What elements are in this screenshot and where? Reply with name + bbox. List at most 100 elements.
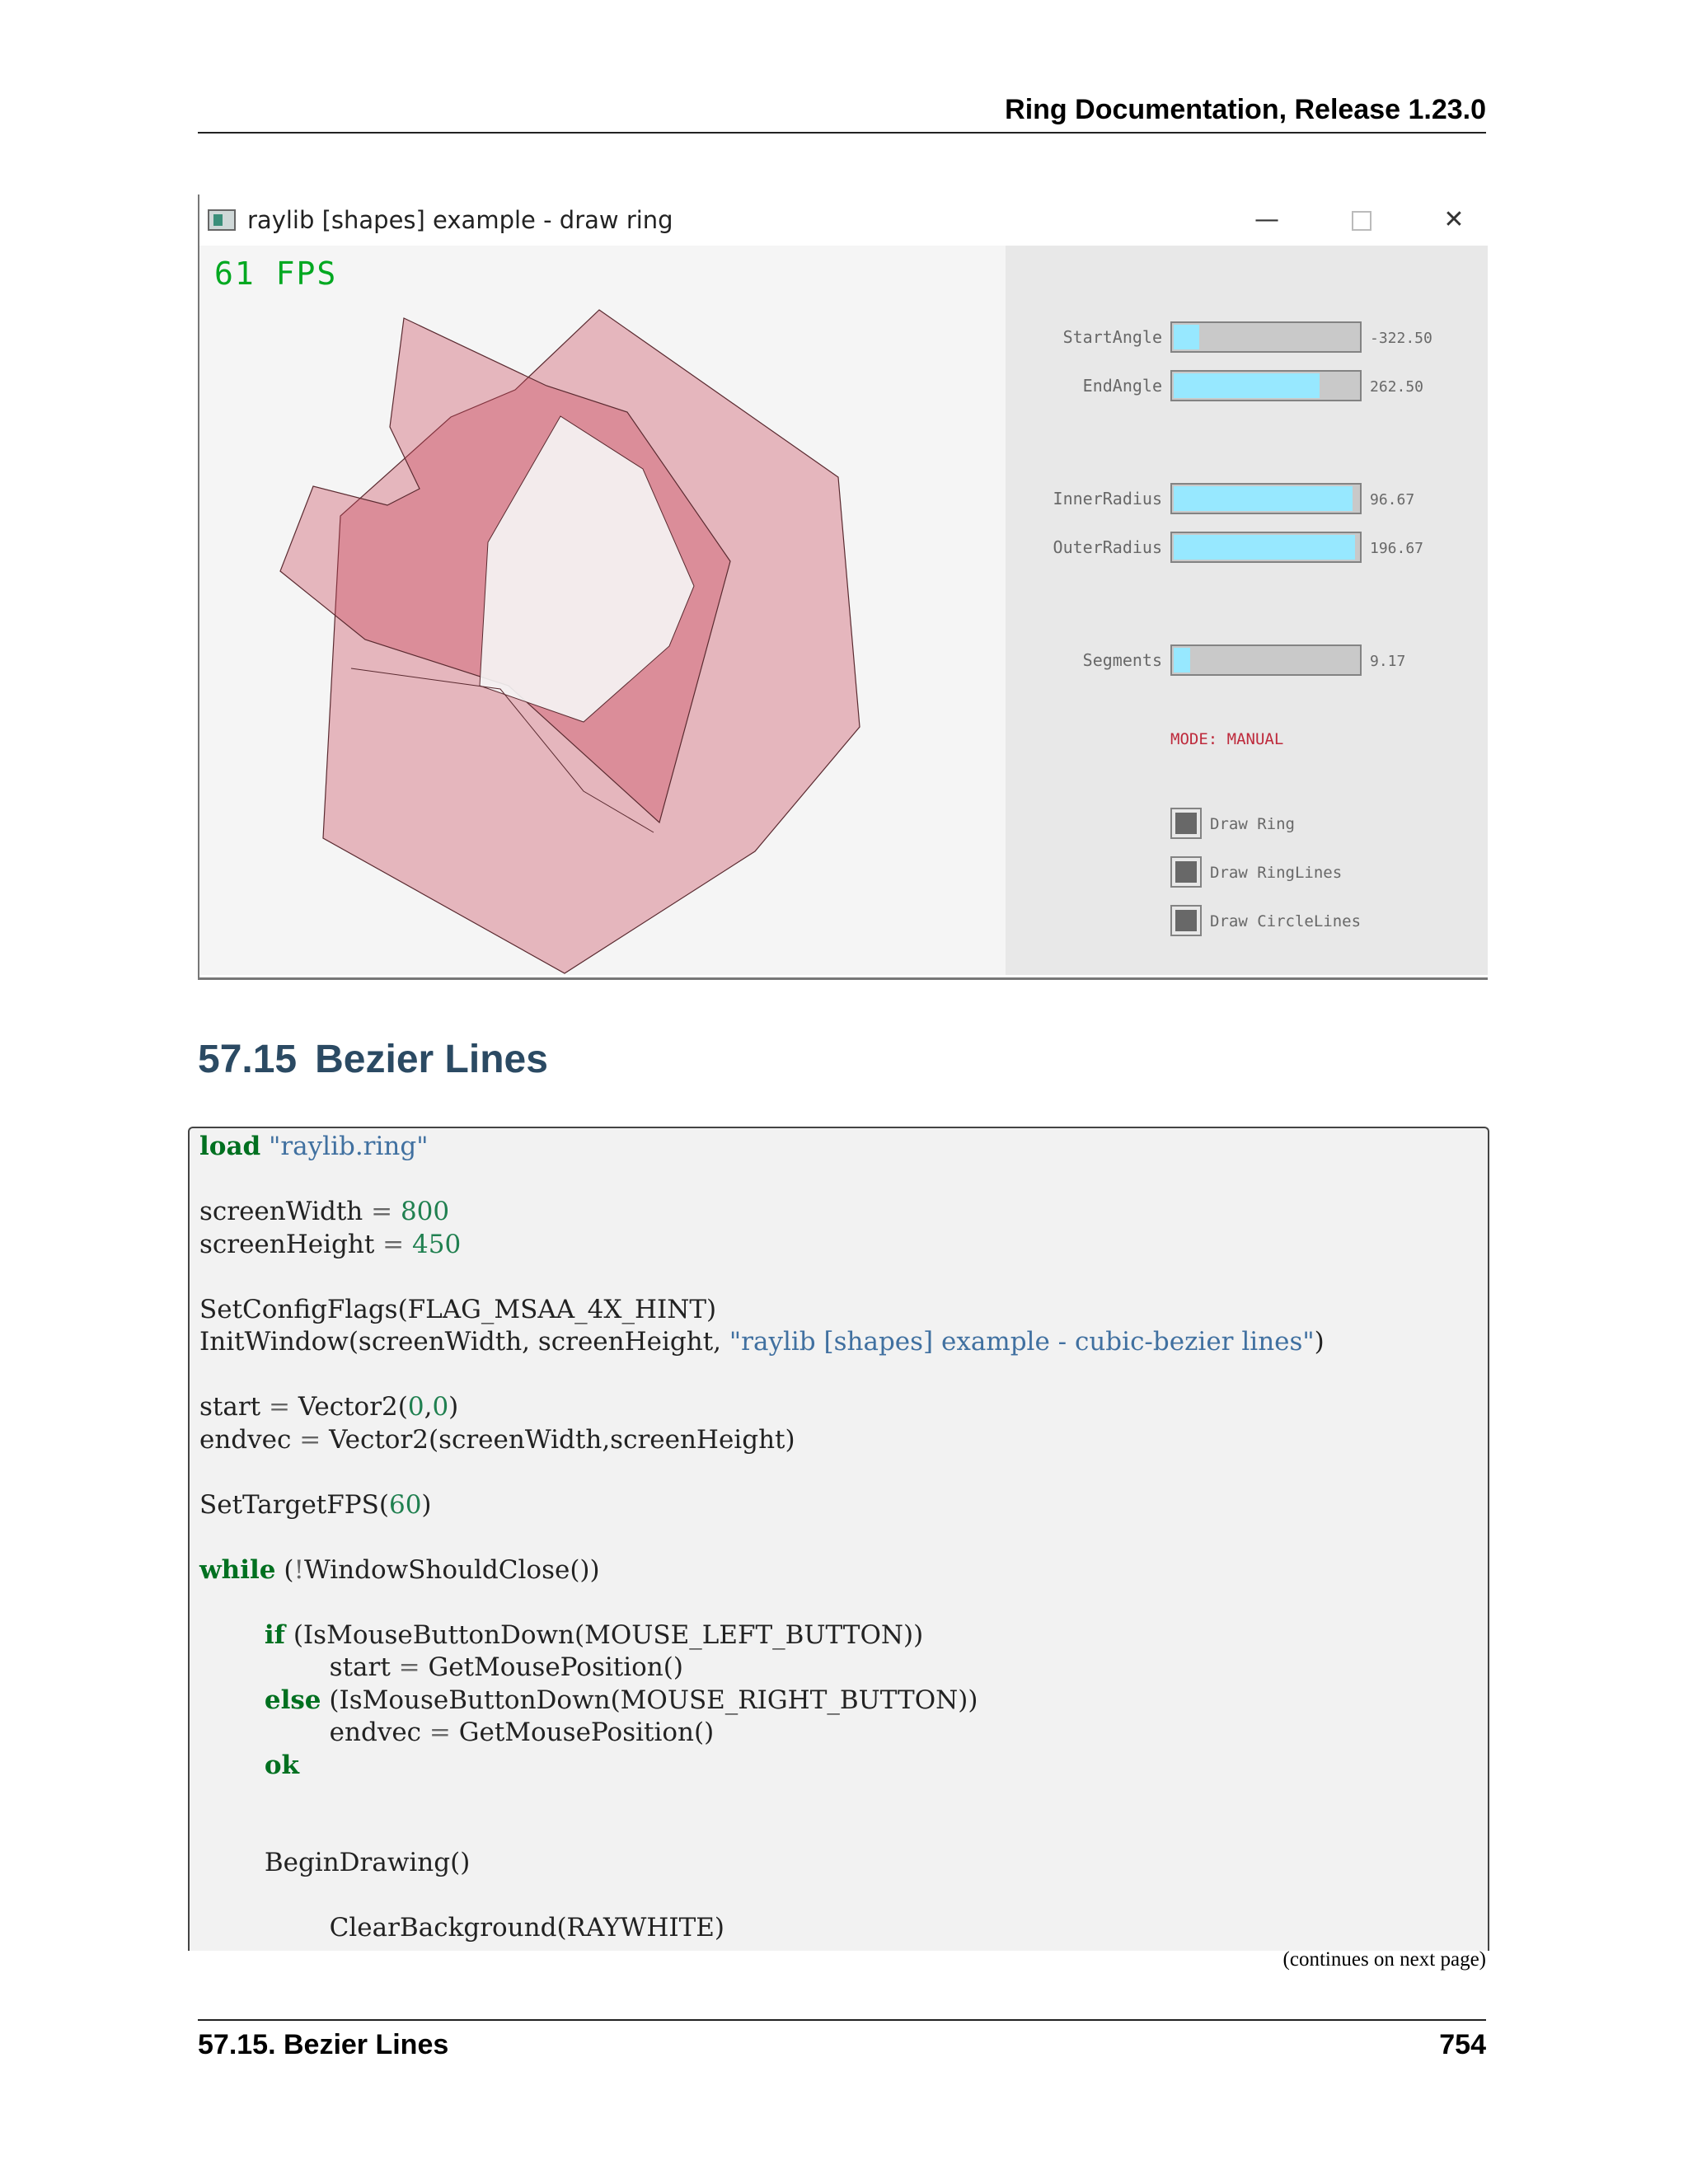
raylib-window-screenshot: raylib [shapes] example - draw ring — ✕ … bbox=[198, 194, 1488, 980]
code-token: "raylib [shapes] example - cubic-bezier … bbox=[729, 1327, 1315, 1357]
slider-fill bbox=[1174, 486, 1353, 511]
code-token: ) bbox=[448, 1392, 459, 1422]
code-token: (IsMouseButtonDown(MOUSE_LEFT_BUTTON)) bbox=[284, 1619, 924, 1650]
checkbox[interactable] bbox=[1170, 808, 1202, 839]
maximize-icon[interactable] bbox=[1341, 201, 1382, 239]
code-token: InitWindow(screenWidth, screenHeight, bbox=[199, 1327, 729, 1357]
slider-fill bbox=[1174, 535, 1355, 560]
code-line: screenHeight = 450 bbox=[199, 1228, 461, 1261]
code-token: load bbox=[199, 1132, 261, 1161]
slider-fill bbox=[1174, 648, 1191, 673]
checkbox-label: Draw Ring bbox=[1210, 815, 1295, 833]
code-line: else (IsMouseButtonDown(MOUSE_RIGHT_BUTT… bbox=[199, 1684, 978, 1717]
code-line: start = GetMousePosition() bbox=[199, 1651, 683, 1684]
slider-track[interactable] bbox=[1170, 321, 1362, 353]
running-head-title: Ring Documentation, Release 1.23.0 bbox=[1005, 94, 1486, 125]
code-line: ok bbox=[199, 1749, 299, 1782]
code-token bbox=[199, 1620, 265, 1650]
minimize-icon[interactable]: — bbox=[1254, 205, 1279, 234]
code-line: endvec = GetMousePosition() bbox=[199, 1716, 715, 1749]
code-token: 0 bbox=[407, 1392, 424, 1422]
code-token bbox=[260, 1132, 269, 1161]
slider-label: EndAngle bbox=[1082, 376, 1162, 396]
close-icon[interactable]: ✕ bbox=[1443, 205, 1465, 234]
slider-fill bbox=[1174, 373, 1320, 398]
slider-track[interactable] bbox=[1170, 370, 1362, 401]
code-line: while (!WindowShouldClose()) bbox=[199, 1554, 600, 1586]
slider-track[interactable] bbox=[1170, 644, 1362, 676]
code-token: 450 bbox=[412, 1229, 462, 1259]
checkbox-draw-circle-lines[interactable]: Draw CircleLines bbox=[1170, 905, 1467, 938]
window-titlebar: raylib [shapes] example - draw ring — ✕ bbox=[199, 194, 1488, 246]
continues-note: (continues on next page) bbox=[1282, 1948, 1486, 1971]
slider-end-angle[interactable]: EndAngle 262.50 bbox=[1006, 370, 1488, 403]
code-token: ClearBackground(RAYWHITE) bbox=[199, 1913, 725, 1943]
checkbox-draw-ring-lines[interactable]: Draw RingLines bbox=[1170, 856, 1467, 889]
slider-track[interactable] bbox=[1170, 483, 1362, 514]
slider-label: InnerRadius bbox=[1053, 489, 1162, 509]
code-line: SetTargetFPS(60) bbox=[199, 1488, 432, 1521]
slider-start-angle[interactable]: StartAngle -322.50 bbox=[1006, 321, 1488, 354]
ring-line bbox=[350, 668, 654, 833]
footer-section: 57.15. Bezier Lines bbox=[198, 2029, 449, 2060]
code-token: (IsMouseButtonDown(MOUSE_RIGHT_BUTTON)) bbox=[321, 1685, 978, 1715]
code-token: start bbox=[199, 1392, 269, 1422]
code-line: InitWindow(screenWidth, screenHeight, "r… bbox=[199, 1325, 1325, 1358]
slider-value: 196.67 bbox=[1370, 540, 1424, 557]
app-icon bbox=[208, 209, 236, 231]
ring-canvas: 61 FPS bbox=[199, 246, 1006, 975]
checkbox-draw-ring[interactable]: Draw Ring bbox=[1170, 808, 1467, 841]
code-token: SetTargetFPS( bbox=[199, 1489, 389, 1520]
code-token: if bbox=[264, 1619, 285, 1650]
code-token: ) bbox=[421, 1489, 432, 1520]
slider-label: StartAngle bbox=[1062, 327, 1162, 347]
code-token: 800 bbox=[400, 1197, 450, 1226]
slider-segments[interactable]: Segments 9.17 bbox=[1006, 644, 1488, 677]
code-token: ) bbox=[1314, 1327, 1325, 1357]
code-token: = bbox=[299, 1424, 321, 1455]
code-token: Vector2( bbox=[289, 1392, 408, 1422]
code-line: BeginDrawing() bbox=[199, 1846, 470, 1879]
code-token: = bbox=[268, 1392, 290, 1422]
code-token: SetConfigFlags(FLAG_MSAA_4X_HINT) bbox=[199, 1294, 717, 1324]
code-token bbox=[392, 1197, 401, 1226]
checkbox[interactable] bbox=[1170, 905, 1202, 936]
code-token: ( bbox=[275, 1554, 294, 1585]
slider-label: OuterRadius bbox=[1053, 537, 1162, 557]
code-token: start bbox=[199, 1652, 399, 1682]
code-line: screenWidth = 800 bbox=[199, 1195, 449, 1228]
code-token: endvec bbox=[199, 1718, 429, 1747]
code-token: 60 bbox=[388, 1489, 422, 1520]
code-token: BeginDrawing() bbox=[199, 1848, 471, 1877]
code-line: load "raylib.ring" bbox=[199, 1130, 428, 1163]
code-token: GetMousePosition() bbox=[420, 1652, 683, 1682]
control-panel: StartAngle -322.50 EndAngle 262.50 Inner… bbox=[1006, 246, 1488, 975]
code-token: = bbox=[382, 1229, 405, 1259]
checkbox-label: Draw RingLines bbox=[1210, 864, 1343, 882]
slider-track[interactable] bbox=[1170, 532, 1362, 563]
footer-rule bbox=[198, 2019, 1486, 2021]
code-token: 0 bbox=[432, 1392, 449, 1422]
code-token bbox=[404, 1230, 412, 1259]
slider-inner-radius[interactable]: InnerRadius 96.67 bbox=[1006, 483, 1488, 516]
code-token: = bbox=[429, 1718, 451, 1747]
section-number: 57.15 bbox=[198, 1038, 298, 1081]
code-token: , bbox=[424, 1392, 433, 1422]
checkbox-label: Draw CircleLines bbox=[1210, 912, 1362, 930]
code-token: Vector2(screenWidth,screenHeight) bbox=[321, 1424, 795, 1455]
slider-outer-radius[interactable]: OuterRadius 196.67 bbox=[1006, 532, 1488, 565]
code-token bbox=[199, 1750, 265, 1780]
code-token bbox=[199, 1685, 265, 1715]
checkbox[interactable] bbox=[1170, 856, 1202, 888]
code-token: = bbox=[398, 1652, 420, 1682]
fps-counter: 61 FPS bbox=[214, 255, 338, 292]
code-token: ok bbox=[264, 1750, 299, 1780]
slider-label: Segments bbox=[1082, 650, 1162, 670]
code-line: start = Vector2(0,0) bbox=[199, 1390, 458, 1423]
slider-value: -322.50 bbox=[1370, 330, 1432, 347]
code-token: "raylib.ring" bbox=[269, 1132, 429, 1161]
code-token: WindowShouldClose()) bbox=[303, 1554, 600, 1585]
mode-indicator: MODE: MANUAL bbox=[1170, 730, 1284, 748]
slider-value: 9.17 bbox=[1370, 653, 1406, 670]
code-token: else bbox=[264, 1685, 321, 1715]
